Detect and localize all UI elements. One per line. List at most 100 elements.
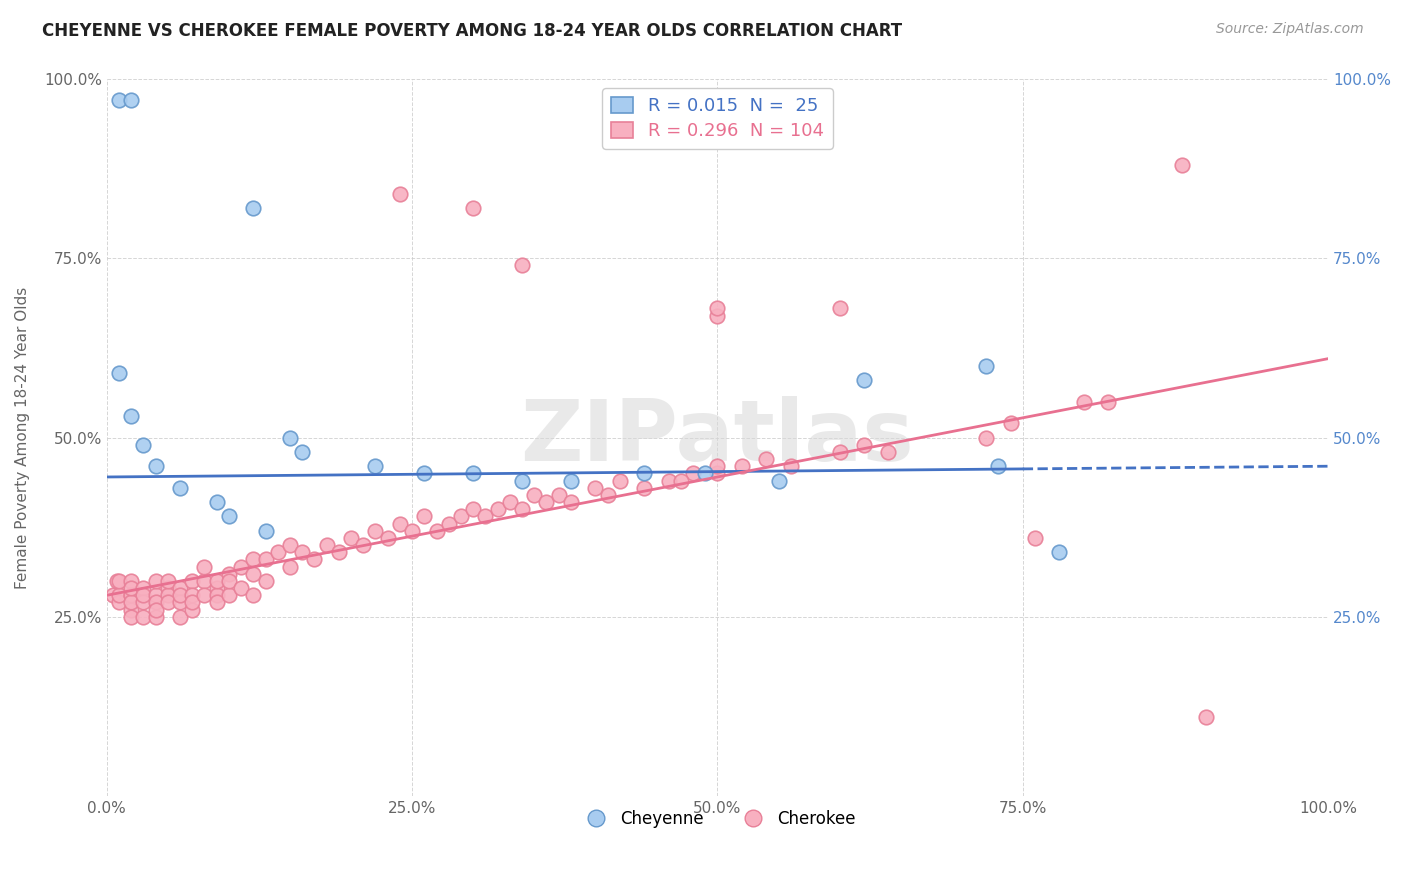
Point xyxy=(853,373,876,387)
Point xyxy=(388,186,411,201)
Point xyxy=(145,574,167,588)
Point xyxy=(1024,531,1046,545)
Point xyxy=(278,431,301,445)
Point xyxy=(242,566,264,581)
Point xyxy=(510,474,533,488)
Point xyxy=(278,538,301,552)
Point xyxy=(974,359,997,373)
Point xyxy=(768,474,790,488)
Point xyxy=(205,588,228,602)
Point xyxy=(463,201,485,215)
Point xyxy=(377,531,399,545)
Point xyxy=(120,588,142,602)
Point xyxy=(828,445,851,459)
Point xyxy=(120,409,142,423)
Point xyxy=(108,94,131,108)
Point xyxy=(156,574,179,588)
Point xyxy=(242,201,264,215)
Point xyxy=(706,459,728,474)
Point xyxy=(278,559,301,574)
Point xyxy=(169,595,191,609)
Point xyxy=(205,495,228,509)
Point xyxy=(658,474,681,488)
Point xyxy=(695,467,717,481)
Point xyxy=(706,467,728,481)
Point xyxy=(364,459,387,474)
Point xyxy=(987,459,1010,474)
Point xyxy=(254,574,277,588)
Point xyxy=(755,452,778,467)
Point xyxy=(499,495,522,509)
Point xyxy=(218,574,240,588)
Point xyxy=(205,574,228,588)
Point xyxy=(413,509,436,524)
Point xyxy=(108,595,131,609)
Point xyxy=(583,481,606,495)
Point xyxy=(463,502,485,516)
Point xyxy=(1049,545,1071,559)
Text: CHEYENNE VS CHEROKEE FEMALE POVERTY AMONG 18-24 YEAR OLDS CORRELATION CHART: CHEYENNE VS CHEROKEE FEMALE POVERTY AMON… xyxy=(42,22,903,40)
Point xyxy=(120,609,142,624)
Point xyxy=(120,574,142,588)
Point xyxy=(145,588,167,602)
Point xyxy=(291,545,314,559)
Point xyxy=(145,602,167,616)
Point xyxy=(340,531,363,545)
Point xyxy=(437,516,460,531)
Point xyxy=(1097,394,1119,409)
Point xyxy=(547,488,569,502)
Point xyxy=(132,609,155,624)
Point xyxy=(560,474,582,488)
Point xyxy=(510,502,533,516)
Point xyxy=(974,431,997,445)
Point xyxy=(1195,710,1218,724)
Point xyxy=(413,467,436,481)
Point xyxy=(169,588,191,602)
Point xyxy=(536,495,558,509)
Point xyxy=(101,588,124,602)
Point xyxy=(169,481,191,495)
Point xyxy=(328,545,350,559)
Point xyxy=(181,574,204,588)
Point xyxy=(609,474,631,488)
Point xyxy=(193,574,215,588)
Point xyxy=(596,488,619,502)
Point xyxy=(254,552,277,566)
Point xyxy=(156,595,179,609)
Point xyxy=(474,509,496,524)
Point xyxy=(156,581,179,595)
Point xyxy=(108,366,131,380)
Point xyxy=(145,595,167,609)
Point xyxy=(853,438,876,452)
Point xyxy=(108,574,131,588)
Point xyxy=(120,602,142,616)
Point xyxy=(828,301,851,316)
Point xyxy=(156,588,179,602)
Point xyxy=(633,481,655,495)
Point xyxy=(218,509,240,524)
Point xyxy=(218,566,240,581)
Point xyxy=(132,595,155,609)
Legend: Cheyenne, Cherokee: Cheyenne, Cherokee xyxy=(574,803,862,834)
Point xyxy=(706,309,728,323)
Point xyxy=(205,595,228,609)
Point xyxy=(779,459,801,474)
Point xyxy=(669,474,692,488)
Point xyxy=(108,588,131,602)
Text: ZIPatlas: ZIPatlas xyxy=(520,396,914,479)
Point xyxy=(169,581,191,595)
Point xyxy=(120,94,142,108)
Point xyxy=(267,545,290,559)
Point xyxy=(364,524,387,538)
Point xyxy=(145,459,167,474)
Point xyxy=(254,524,277,538)
Point xyxy=(242,552,264,566)
Point xyxy=(1000,416,1022,430)
Point xyxy=(193,559,215,574)
Point xyxy=(181,595,204,609)
Text: Source: ZipAtlas.com: Source: ZipAtlas.com xyxy=(1216,22,1364,37)
Point xyxy=(463,467,485,481)
Point xyxy=(304,552,326,566)
Point xyxy=(486,502,509,516)
Point xyxy=(205,581,228,595)
